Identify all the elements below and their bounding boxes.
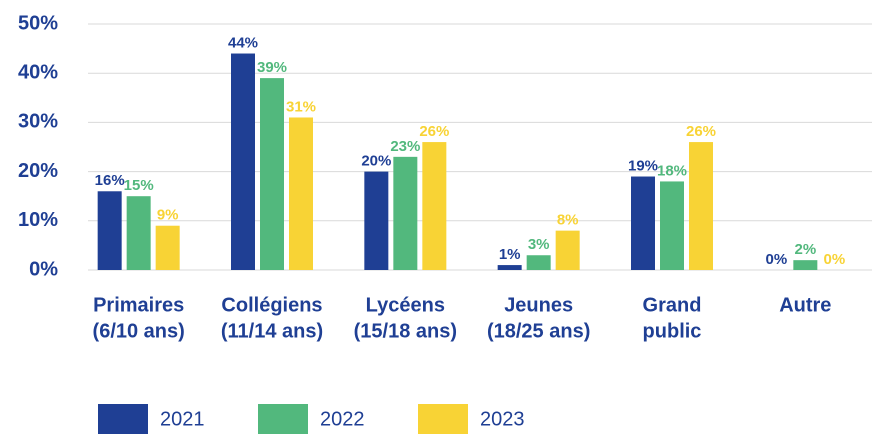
value-label: 3%: [528, 236, 550, 253]
value-label: 20%: [361, 153, 391, 170]
legend-label: 2021: [160, 408, 205, 430]
value-label: 23%: [390, 138, 420, 155]
x-tick-label: (15/18 ans): [354, 320, 457, 342]
x-tick-label: (11/14 ans): [221, 320, 323, 342]
y-tick-label: 0%: [29, 258, 58, 280]
bar: [126, 196, 151, 270]
value-label: 39%: [257, 59, 287, 76]
value-label: 44%: [228, 34, 258, 51]
bar: [422, 142, 447, 270]
value-label: 9%: [157, 207, 179, 224]
y-tick-label: 20%: [18, 160, 58, 182]
bar: [97, 191, 122, 270]
legend-swatch: [418, 404, 468, 434]
bar: [555, 230, 580, 270]
value-label: 31%: [286, 98, 316, 115]
y-tick-label: 40%: [18, 61, 58, 83]
x-tick-label: public: [643, 320, 702, 342]
value-label: 15%: [124, 177, 154, 194]
x-tick-label: Lycéens: [366, 294, 445, 316]
value-label: 1%: [499, 246, 521, 263]
value-label: 0%: [765, 251, 787, 268]
x-tick-label: Autre: [779, 294, 831, 316]
bar: [689, 142, 713, 270]
legend-swatch: [258, 404, 308, 434]
x-tick-label: Collégiens: [221, 294, 322, 316]
bar: [260, 78, 284, 271]
bar: [631, 176, 655, 270]
y-tick-label: 30%: [18, 111, 58, 133]
legend-label: 2023: [480, 408, 525, 430]
value-label: 18%: [657, 162, 687, 179]
bar: [393, 156, 418, 270]
bar: [660, 181, 684, 270]
y-tick-label: 10%: [18, 209, 58, 231]
bar: [793, 260, 818, 270]
bar: [155, 225, 180, 270]
x-tick-label: Jeunes: [504, 294, 573, 316]
y-tick-label: 50%: [18, 12, 58, 34]
x-tick-label: (18/25 ans): [487, 320, 590, 342]
value-label: 26%: [419, 123, 449, 140]
value-label: 0%: [823, 251, 845, 268]
bar: [364, 171, 389, 270]
value-label: 2%: [794, 241, 816, 258]
bar: [231, 53, 255, 270]
value-label: 26%: [686, 123, 716, 140]
value-label: 16%: [95, 172, 125, 189]
bar: [497, 265, 522, 270]
value-label: 19%: [628, 157, 658, 174]
x-tick-label: Primaires: [93, 294, 184, 316]
legend-label: 2022: [320, 408, 365, 430]
value-label: 8%: [557, 212, 579, 229]
x-tick-label: (6/10 ans): [93, 320, 185, 342]
x-tick-label: Grand: [643, 294, 702, 316]
bar: [526, 255, 551, 270]
bar: [289, 117, 313, 270]
legend-swatch: [98, 404, 148, 434]
